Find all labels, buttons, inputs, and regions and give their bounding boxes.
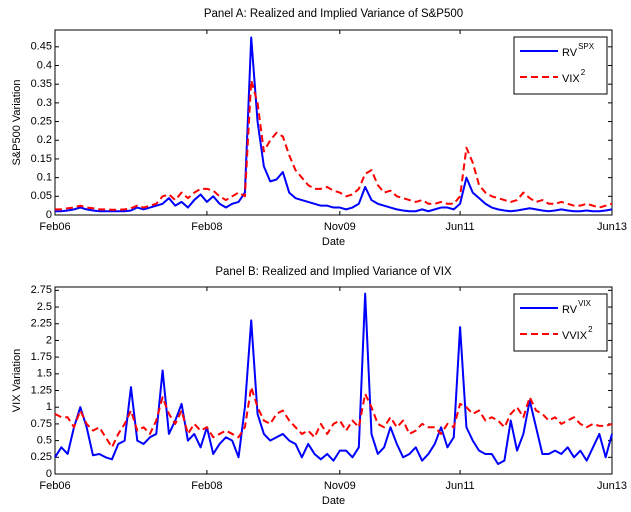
y-tick-label: 0.1	[37, 172, 52, 184]
y-tick-label: 0.4	[37, 59, 52, 71]
x-tick-label: Feb06	[39, 221, 70, 233]
y-tick-label: 1	[46, 401, 52, 413]
y-tick-label: 1.5	[37, 368, 52, 380]
y-tick-label: 0.5	[37, 435, 52, 447]
x-axis-label: Date	[322, 495, 345, 507]
legend-label: RV	[562, 47, 578, 59]
y-tick-label: 2.25	[31, 318, 52, 330]
y-tick-label: 0.05	[31, 190, 52, 202]
y-tick-label: 1.25	[31, 384, 52, 396]
plot-frame	[54, 286, 613, 475]
y-tick-label: 0.25	[31, 451, 52, 463]
x-tick-label: Feb08	[191, 480, 222, 492]
x-tick-label: Nov09	[324, 221, 356, 233]
y-axis-label: VIX Variation	[11, 349, 23, 412]
legend-box	[513, 36, 608, 95]
y-tick-label: 0.2	[37, 134, 52, 146]
chart-title: Panel B: Realized and Implied Variance o…	[215, 266, 452, 278]
x-tick-label: Jun13	[597, 221, 627, 233]
series-line	[55, 36, 613, 213]
x-tick-label: Feb06	[39, 480, 70, 492]
plot-frame	[54, 29, 613, 216]
x-tick-label: Jun11	[446, 221, 475, 233]
legend-label-superscript: 2	[581, 68, 586, 77]
y-tick-label: 0.15	[31, 153, 52, 165]
legend-label-superscript: 2	[588, 325, 593, 334]
series-line	[54, 292, 613, 465]
y-tick-label: 0	[46, 468, 52, 480]
y-tick-label: 2.75	[31, 284, 52, 296]
x-tick-label: Nov09	[324, 480, 356, 492]
y-tick-label: 0.35	[31, 78, 52, 90]
series-line	[55, 79, 613, 211]
y-axis-label: S&P500 Variation	[11, 79, 23, 165]
legend-label-superscript: SPX	[578, 42, 595, 51]
y-tick-label: 0.45	[31, 41, 52, 53]
y-tick-label: 1.75	[31, 351, 52, 363]
chart-title: Panel A: Realized and Implied Variance o…	[204, 8, 463, 20]
y-tick-label: 0.3	[37, 97, 52, 109]
legend-label: RV	[562, 304, 578, 316]
x-tick-label: Jun11	[446, 480, 475, 492]
y-tick-label: 0.25	[31, 115, 52, 127]
series-line	[54, 386, 613, 449]
legend-label-superscript: VIX	[578, 299, 592, 308]
y-tick-label: 0.75	[31, 418, 52, 430]
x-axis-label: Date	[322, 236, 345, 248]
legend-box	[513, 293, 608, 352]
legend-label: VVIX	[562, 330, 588, 342]
legend-label: VIX	[562, 73, 580, 85]
x-tick-label: Feb08	[191, 221, 222, 233]
y-tick-label: 0	[46, 209, 52, 221]
y-tick-label: 2	[46, 334, 52, 346]
y-tick-label: 2.5	[37, 301, 52, 313]
x-tick-label: Jun13	[597, 480, 627, 492]
